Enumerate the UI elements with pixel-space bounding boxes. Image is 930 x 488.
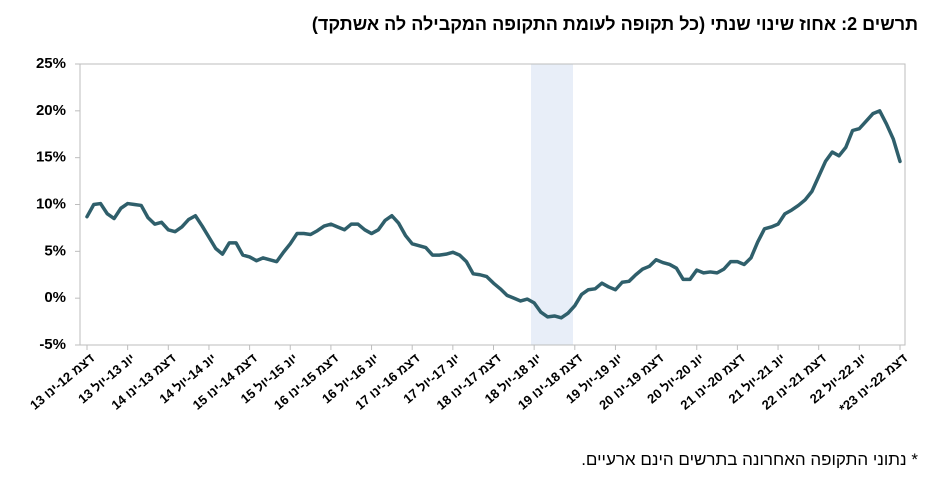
y-tick-label: 25% [36,55,66,72]
plot-frame [79,63,906,346]
y-tick-label: -5% [39,336,66,353]
data-line [85,109,902,320]
y-tick-label: 5% [44,242,66,259]
chart-title: תרשים 2: אחוז שינוי שנתי (כל תקופה לעומת… [312,14,918,34]
y-tick-label: 15% [36,149,66,166]
y-tick-label: 20% [36,102,66,119]
footnote: * נתוני התקופה האחרונה בתרשים הינם ארעיי… [581,450,918,469]
highlight-band [531,64,573,345]
y-tick-label: 0% [44,289,66,306]
y-tick-label: 10% [36,195,66,212]
